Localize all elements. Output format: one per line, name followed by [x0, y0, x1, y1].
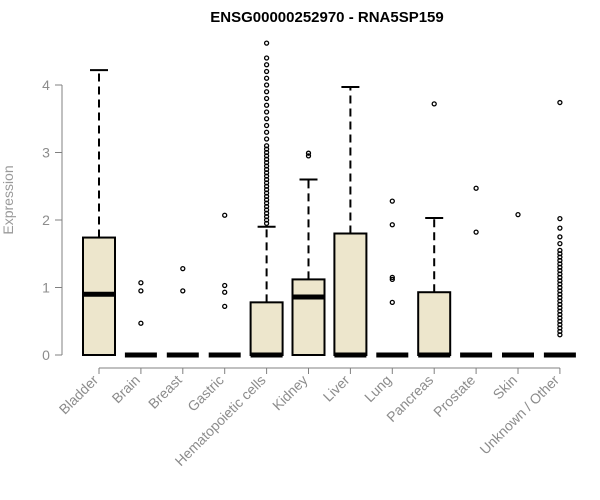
box-iqr	[333, 232, 368, 356]
outlier-point	[557, 234, 563, 240]
outlier-point	[263, 55, 270, 61]
outlier-point	[263, 95, 270, 102]
x-tick-label: Brain	[109, 372, 143, 406]
outlier-point	[557, 225, 563, 231]
outlier-point	[263, 102, 270, 108]
outlier-point	[431, 101, 437, 107]
y-tick-label: 2	[42, 212, 50, 228]
chart-title: ENSG00000252970 - RNA5SP159	[210, 9, 443, 26]
x-tick-label: Breast	[145, 372, 185, 412]
outlier-point	[263, 109, 270, 115]
box-iqr	[291, 278, 326, 356]
outlier-point	[263, 122, 270, 129]
outlier-point	[473, 229, 479, 235]
outlier-point	[263, 220, 270, 227]
outlier-point	[515, 211, 521, 218]
outlier-point	[389, 274, 395, 281]
x-tick-label: Bladder	[56, 372, 102, 418]
y-tick-label: 0	[42, 347, 50, 363]
outlier-point	[180, 288, 186, 294]
outlier-point	[222, 303, 228, 310]
outlier-point	[263, 68, 270, 75]
x-tick-label: Skin	[490, 372, 521, 403]
y-axis-label: Expression	[0, 165, 16, 234]
x-tick-label: Liver	[320, 372, 353, 405]
box-kidney	[291, 150, 326, 356]
outlier-point	[305, 150, 312, 156]
x-tick-label: Kidney	[269, 372, 311, 414]
outlier-point	[180, 265, 186, 272]
outlier-point	[389, 222, 395, 228]
outlier-point	[305, 153, 312, 159]
outlier-point	[222, 212, 228, 218]
box-skin	[502, 211, 534, 358]
box-unknown-other	[543, 99, 576, 358]
x-tick-label: Unknown / Other	[476, 372, 562, 458]
box-hematopoietic-cells	[249, 40, 284, 358]
outlier-point	[263, 82, 270, 88]
outlier-point	[389, 198, 395, 204]
box-lung	[376, 198, 409, 358]
outlier-point	[557, 332, 563, 338]
outlier-point	[222, 289, 228, 295]
y-tick-label: 1	[42, 280, 50, 296]
box-iqr	[249, 301, 284, 357]
y-axis: 0 1 2 3 4	[42, 77, 63, 363]
outlier-point	[557, 99, 563, 106]
outlier-point	[222, 282, 228, 289]
box-liver	[333, 86, 368, 358]
y-tick-label: 3	[42, 145, 50, 161]
outlier-point	[263, 129, 270, 135]
outlier-point	[263, 89, 270, 95]
box-gastric	[208, 212, 241, 358]
outlier-point	[557, 215, 563, 222]
outlier-point	[263, 40, 270, 46]
x-tick-label: Prostate	[430, 372, 478, 420]
outlier-point	[263, 116, 270, 122]
box-bladder	[82, 69, 116, 356]
x-tick-label: Lung	[361, 372, 394, 405]
y-tick-label: 4	[42, 77, 50, 93]
box-brain	[124, 280, 157, 358]
outlier-point	[389, 299, 395, 306]
outlier-point	[138, 280, 144, 286]
outlier-point	[557, 240, 563, 247]
box-series	[82, 40, 576, 358]
outlier-point	[263, 136, 270, 142]
outlier-point	[389, 276, 395, 283]
outlier-point	[138, 288, 144, 294]
box-pancreas	[417, 101, 452, 358]
box-prostate	[460, 185, 493, 358]
x-tick-label: Pancreas	[383, 372, 436, 425]
box-iqr	[417, 291, 452, 357]
outlier-point	[138, 320, 144, 326]
outlier-point	[263, 75, 270, 81]
box-breast	[166, 265, 199, 358]
outlier-point	[263, 62, 270, 68]
outlier-point	[473, 185, 479, 191]
